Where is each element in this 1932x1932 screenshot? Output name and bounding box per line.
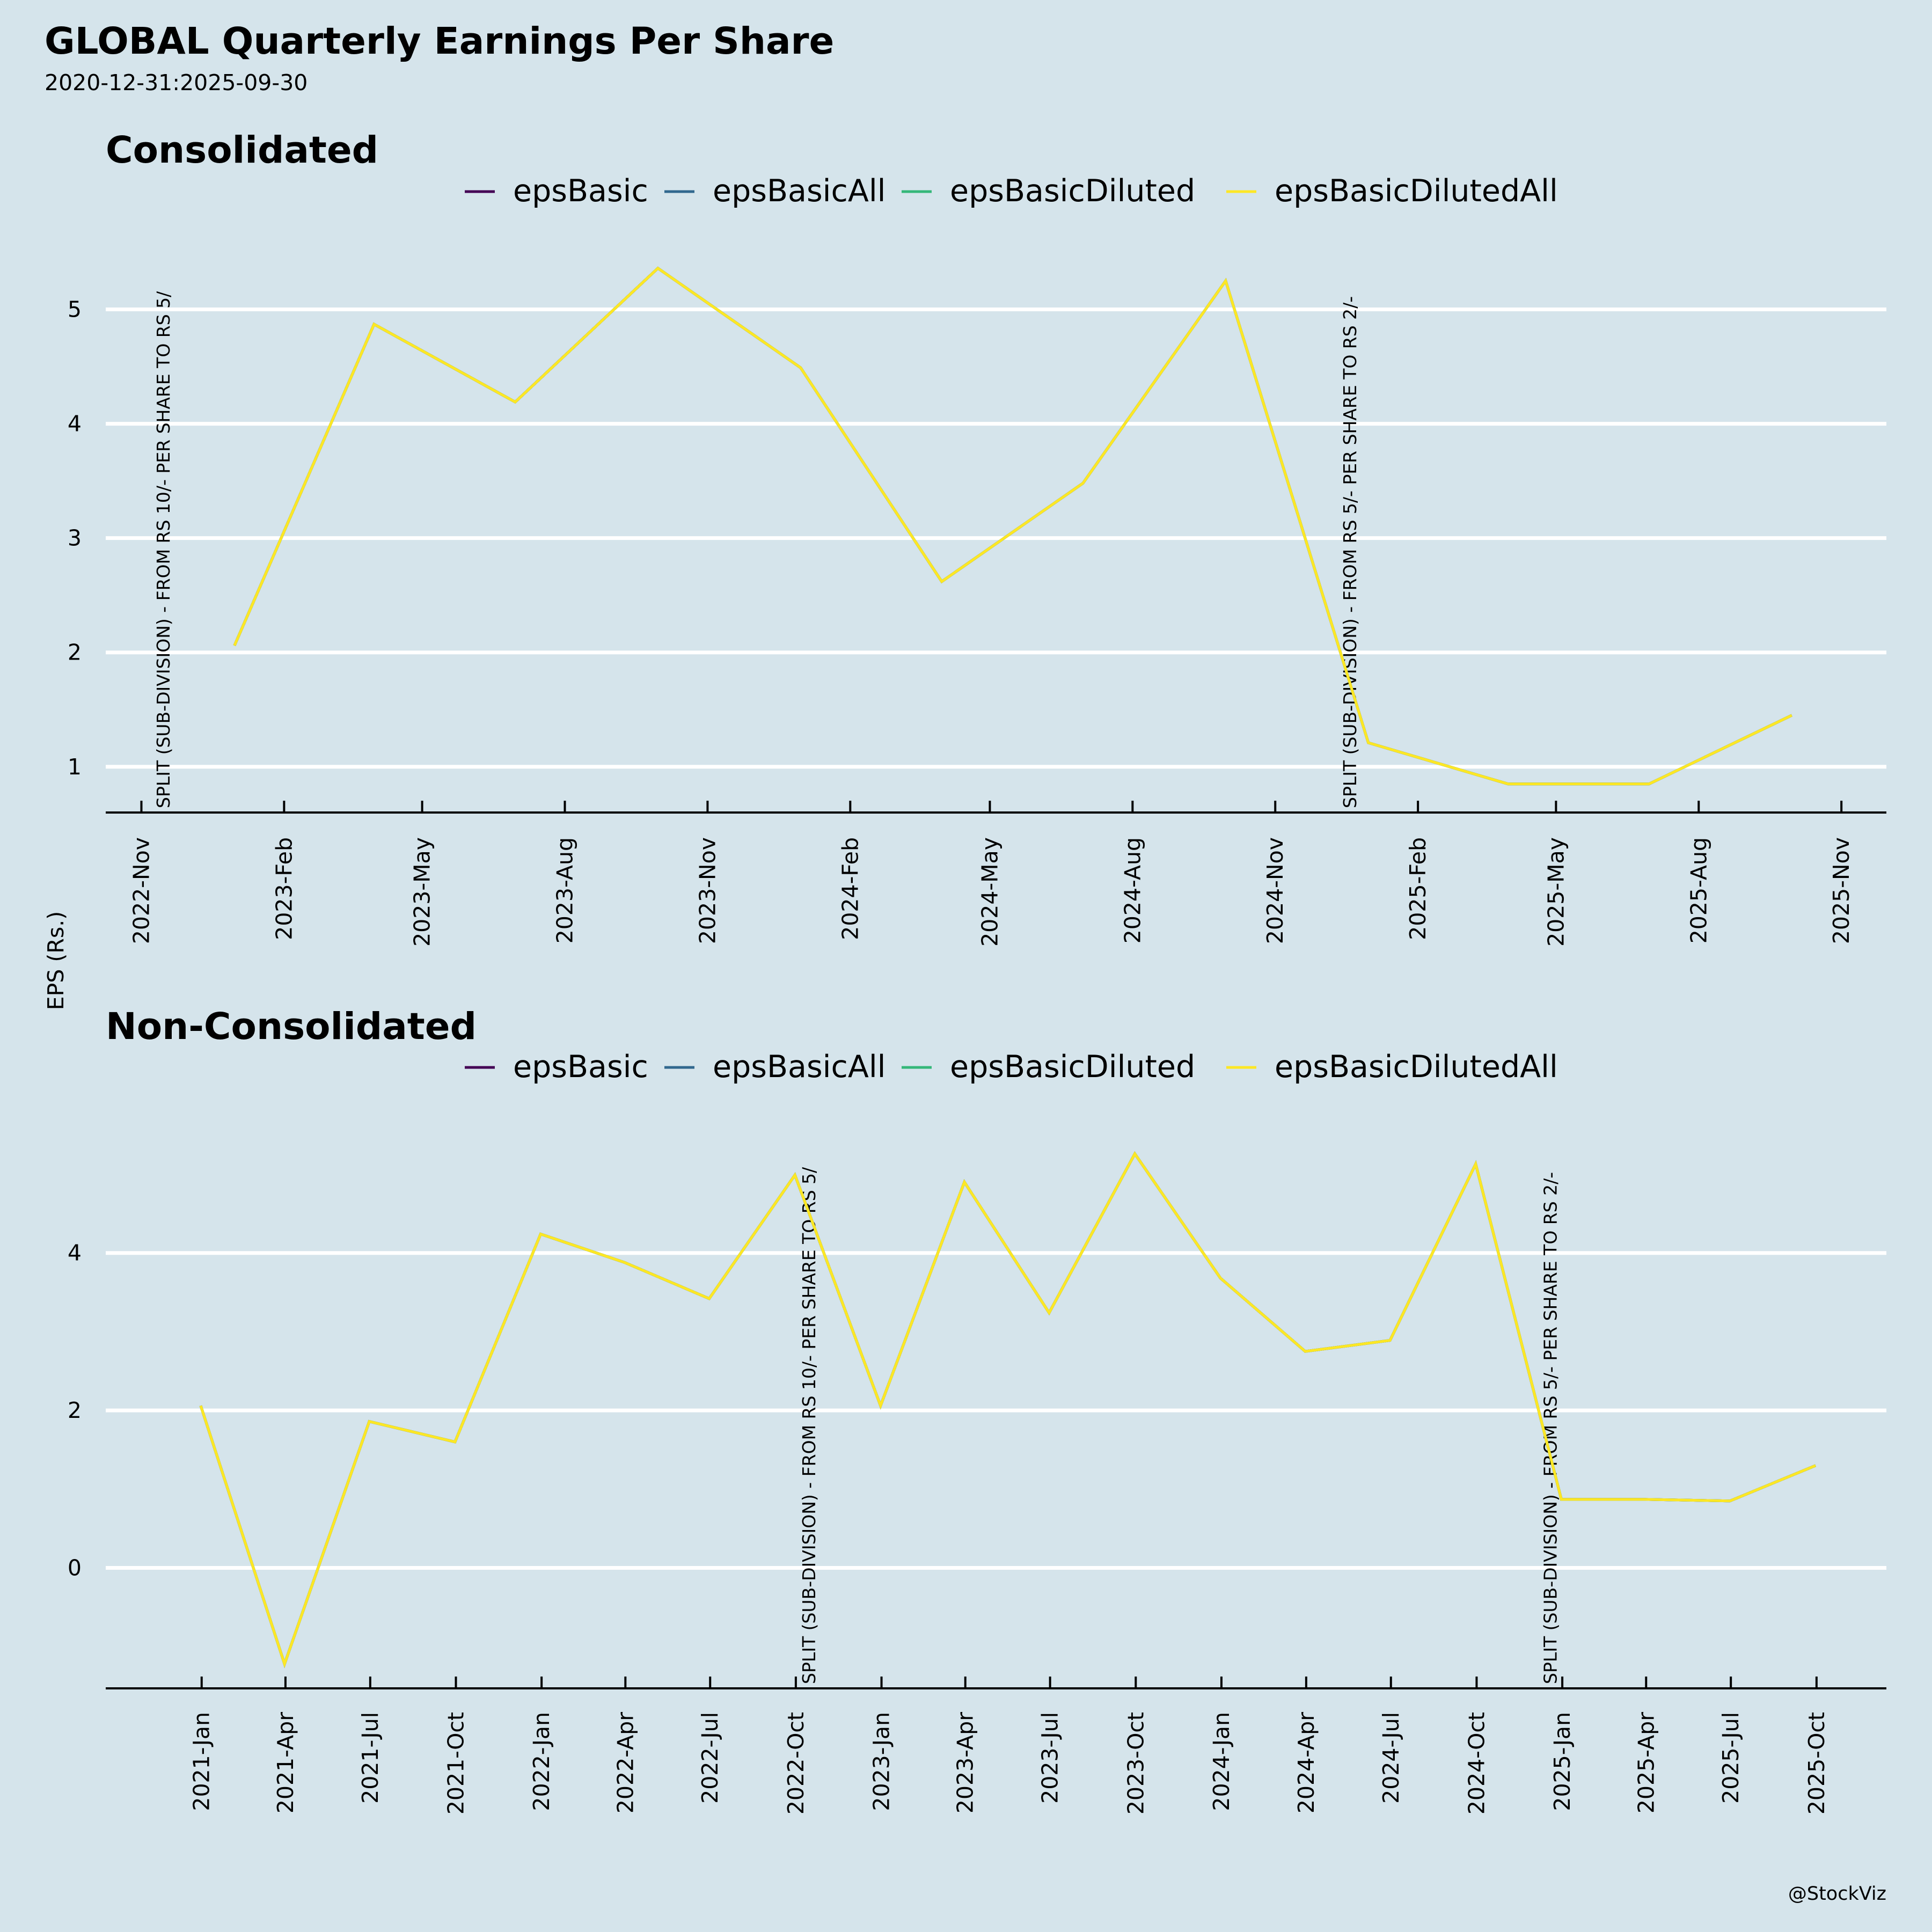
split-annotation: SPLIT (SUB-DIVISION) - FROM RS 10/- PER …	[153, 291, 174, 808]
credit-label: @StockViz	[1788, 1883, 1886, 1905]
legend-item-epsBasicDilutedAll: epsBasicDilutedAll	[1226, 173, 1558, 209]
x-tick-label: 2024-May	[977, 837, 1002, 947]
legend-item-epsBasicDilutedAll: epsBasicDilutedAll	[1226, 1049, 1558, 1085]
x-tick-label: 2025-May	[1543, 837, 1569, 947]
panel-non-consolidated: Non-Consolidated epsBasic epsBasicAll epsBa…	[68, 1005, 1886, 1814]
x-tick-label: 2021-Oct	[443, 1712, 469, 1814]
x-tick-label: 2025-Oct	[1804, 1712, 1829, 1814]
x-tick-label: 2025-Nov	[1828, 837, 1854, 944]
legend-item-epsBasic: epsBasic	[465, 1049, 648, 1085]
panel-consolidated: Consolidated epsBasic epsBasicAll epsBasicD…	[68, 129, 1886, 947]
panel-title: Consolidated	[106, 129, 378, 172]
y-tick-label: 2	[68, 640, 82, 665]
legend-item-epsBasicDiluted: epsBasicDiluted	[902, 173, 1195, 209]
series-line-epsBasic	[233, 266, 1792, 786]
x-tick-label: 2022-Jul	[697, 1712, 723, 1804]
y-tick-label: 1	[68, 754, 82, 780]
y-tick-label: 3	[68, 525, 82, 551]
legend-label: epsBasicAll	[713, 173, 886, 209]
x-tick-label: 2023-Jul	[1037, 1712, 1063, 1804]
x-tick-label: 2024-Nov	[1262, 837, 1288, 944]
legend-label: epsBasicDilutedAll	[1275, 173, 1558, 209]
series-line-epsBasicAll	[233, 266, 1792, 786]
x-tick-label: 2022-Nov	[128, 837, 154, 944]
y-tick-label: 0	[68, 1555, 82, 1581]
x-tick-label: 2023-Oct	[1123, 1712, 1148, 1814]
legend-label: epsBasicDilutedAll	[1275, 1049, 1558, 1085]
series-line-epsBasicDilutedAll	[233, 266, 1792, 786]
panel-title: Non-Consolidated	[106, 1005, 477, 1048]
x-tick-label: 2021-Jan	[189, 1712, 215, 1811]
y-tick-label: 4	[68, 1240, 82, 1266]
legend-label: epsBasic	[513, 173, 648, 209]
split-annotation: SPLIT (SUB-DIVISION) - FROM RS 10/- PER …	[799, 1167, 819, 1684]
legend-item-epsBasicAll: epsBasicAll	[664, 1049, 886, 1085]
x-tick-label: 2023-Aug	[552, 837, 578, 943]
x-tick-label: 2024-Aug	[1119, 837, 1145, 943]
x-tick-label: 2021-Apr	[273, 1712, 298, 1813]
x-tick-label: 2022-Oct	[783, 1712, 809, 1814]
x-tick-label: 2025-Feb	[1405, 837, 1431, 940]
x-tick-label: 2023-Feb	[271, 837, 297, 940]
x-tick-label: 2022-Jan	[529, 1712, 554, 1811]
x-tick-label: 2022-Apr	[612, 1712, 638, 1813]
x-tick-label: 2025-Apr	[1633, 1712, 1659, 1813]
series-line-epsBasicDilutedAll	[199, 1151, 1817, 1668]
y-axis-label: EPS (Rs.)	[43, 911, 69, 1011]
legend-label: epsBasic	[513, 1049, 648, 1085]
x-tick-label: 2025-Jan	[1549, 1712, 1575, 1811]
legend-label: epsBasicDiluted	[950, 1049, 1195, 1085]
series-line-epsBasicDiluted	[233, 266, 1792, 786]
x-tick-label: 2025-Aug	[1686, 837, 1711, 943]
x-tick-label: 2024-Feb	[837, 837, 863, 940]
chart-title: GLOBAL Quarterly Earnings Per Share	[45, 20, 834, 63]
x-tick-label: 2025-Jul	[1718, 1712, 1744, 1804]
x-tick-label: 2023-Nov	[694, 837, 720, 944]
legend-label: epsBasicDiluted	[950, 173, 1195, 209]
chart-subtitle: 2020-12-31:2025-09-30	[45, 70, 308, 96]
legend-item-epsBasicAll: epsBasicAll	[664, 173, 886, 209]
x-tick-label: 2023-Jan	[869, 1712, 895, 1811]
legend-item-epsBasic: epsBasic	[465, 173, 648, 209]
x-tick-label: 2023-Apr	[953, 1712, 978, 1813]
y-tick-label: 4	[68, 411, 82, 437]
x-tick-label: 2023-May	[409, 837, 435, 947]
x-tick-label: 2024-Jul	[1378, 1712, 1404, 1804]
x-tick-label: 2024-Apr	[1293, 1712, 1319, 1813]
x-tick-label: 2024-Jan	[1209, 1712, 1234, 1811]
split-annotation: SPLIT (SUB-DIVISION) - FROM RS 5/- PER S…	[1340, 296, 1360, 808]
y-tick-label: 2	[68, 1397, 82, 1423]
y-tick-label: 5	[68, 297, 82, 323]
legend-label: epsBasicAll	[713, 1049, 886, 1085]
x-tick-label: 2021-Jul	[357, 1712, 383, 1804]
legend-item-epsBasicDiluted: epsBasicDiluted	[902, 1049, 1195, 1085]
x-tick-label: 2024-Oct	[1463, 1712, 1489, 1814]
